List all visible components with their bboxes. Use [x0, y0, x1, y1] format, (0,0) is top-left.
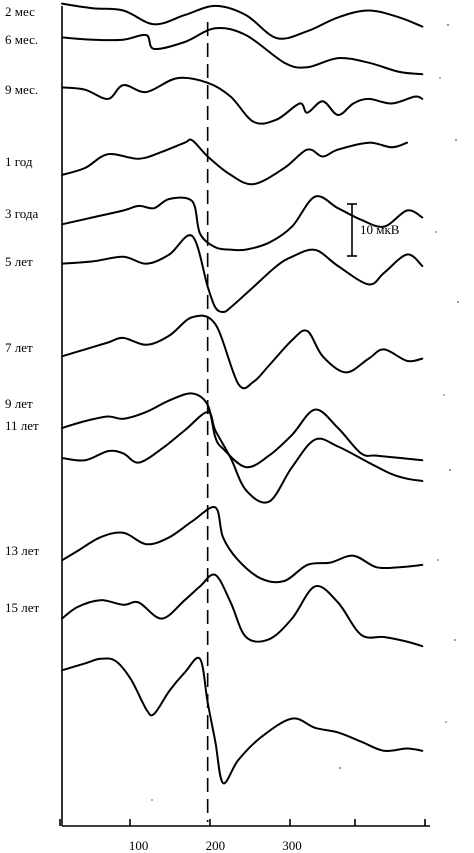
- trace-label-5: 3 года: [5, 206, 38, 221]
- trace-label-11: 15 лет: [5, 600, 40, 615]
- trace-label-10: 13 лет: [5, 543, 40, 558]
- trace-8: [61, 392, 424, 469]
- x-tick-label-100: 100: [129, 838, 149, 853]
- scale-bar-label: 10 мкВ: [360, 222, 400, 237]
- trace-label-2: 6 мес.: [5, 32, 38, 47]
- trace-11: [61, 573, 424, 648]
- trace-label-6: 5 лет: [5, 254, 33, 269]
- trace-label-9: 11 лет: [5, 418, 39, 433]
- trace-12: [61, 656, 424, 785]
- trace-9: [61, 411, 424, 504]
- trace-label-1: 2 мес: [5, 4, 35, 19]
- x-tick-label-300: 300: [282, 838, 302, 853]
- trace-label-8: 9 лет: [5, 396, 33, 411]
- scan-specks: [151, 23, 460, 801]
- x-axis: 100 200 300: [59, 6, 430, 853]
- trace-7: [61, 314, 424, 390]
- trace-2: [61, 26, 424, 76]
- x-tick-label-200: 200: [206, 838, 226, 853]
- trace-10: [61, 506, 424, 584]
- trace-6: [61, 234, 424, 313]
- trace-labels-group: 2 мес 6 мес. 9 мес. 1 год 3 года 5 лет 7 лет 9 …: [5, 4, 40, 615]
- trace-1: [61, 2, 424, 40]
- trace-label-3: 9 мес.: [5, 82, 38, 97]
- traces-group: [61, 2, 424, 785]
- trace-label-4: 1 год: [5, 154, 33, 169]
- scale-bar: 10 мкВ: [347, 203, 400, 257]
- trace-3: [61, 76, 424, 125]
- trace-label-7: 7 лет: [5, 340, 33, 355]
- trace-5: [61, 195, 424, 252]
- trace-4: [61, 138, 408, 186]
